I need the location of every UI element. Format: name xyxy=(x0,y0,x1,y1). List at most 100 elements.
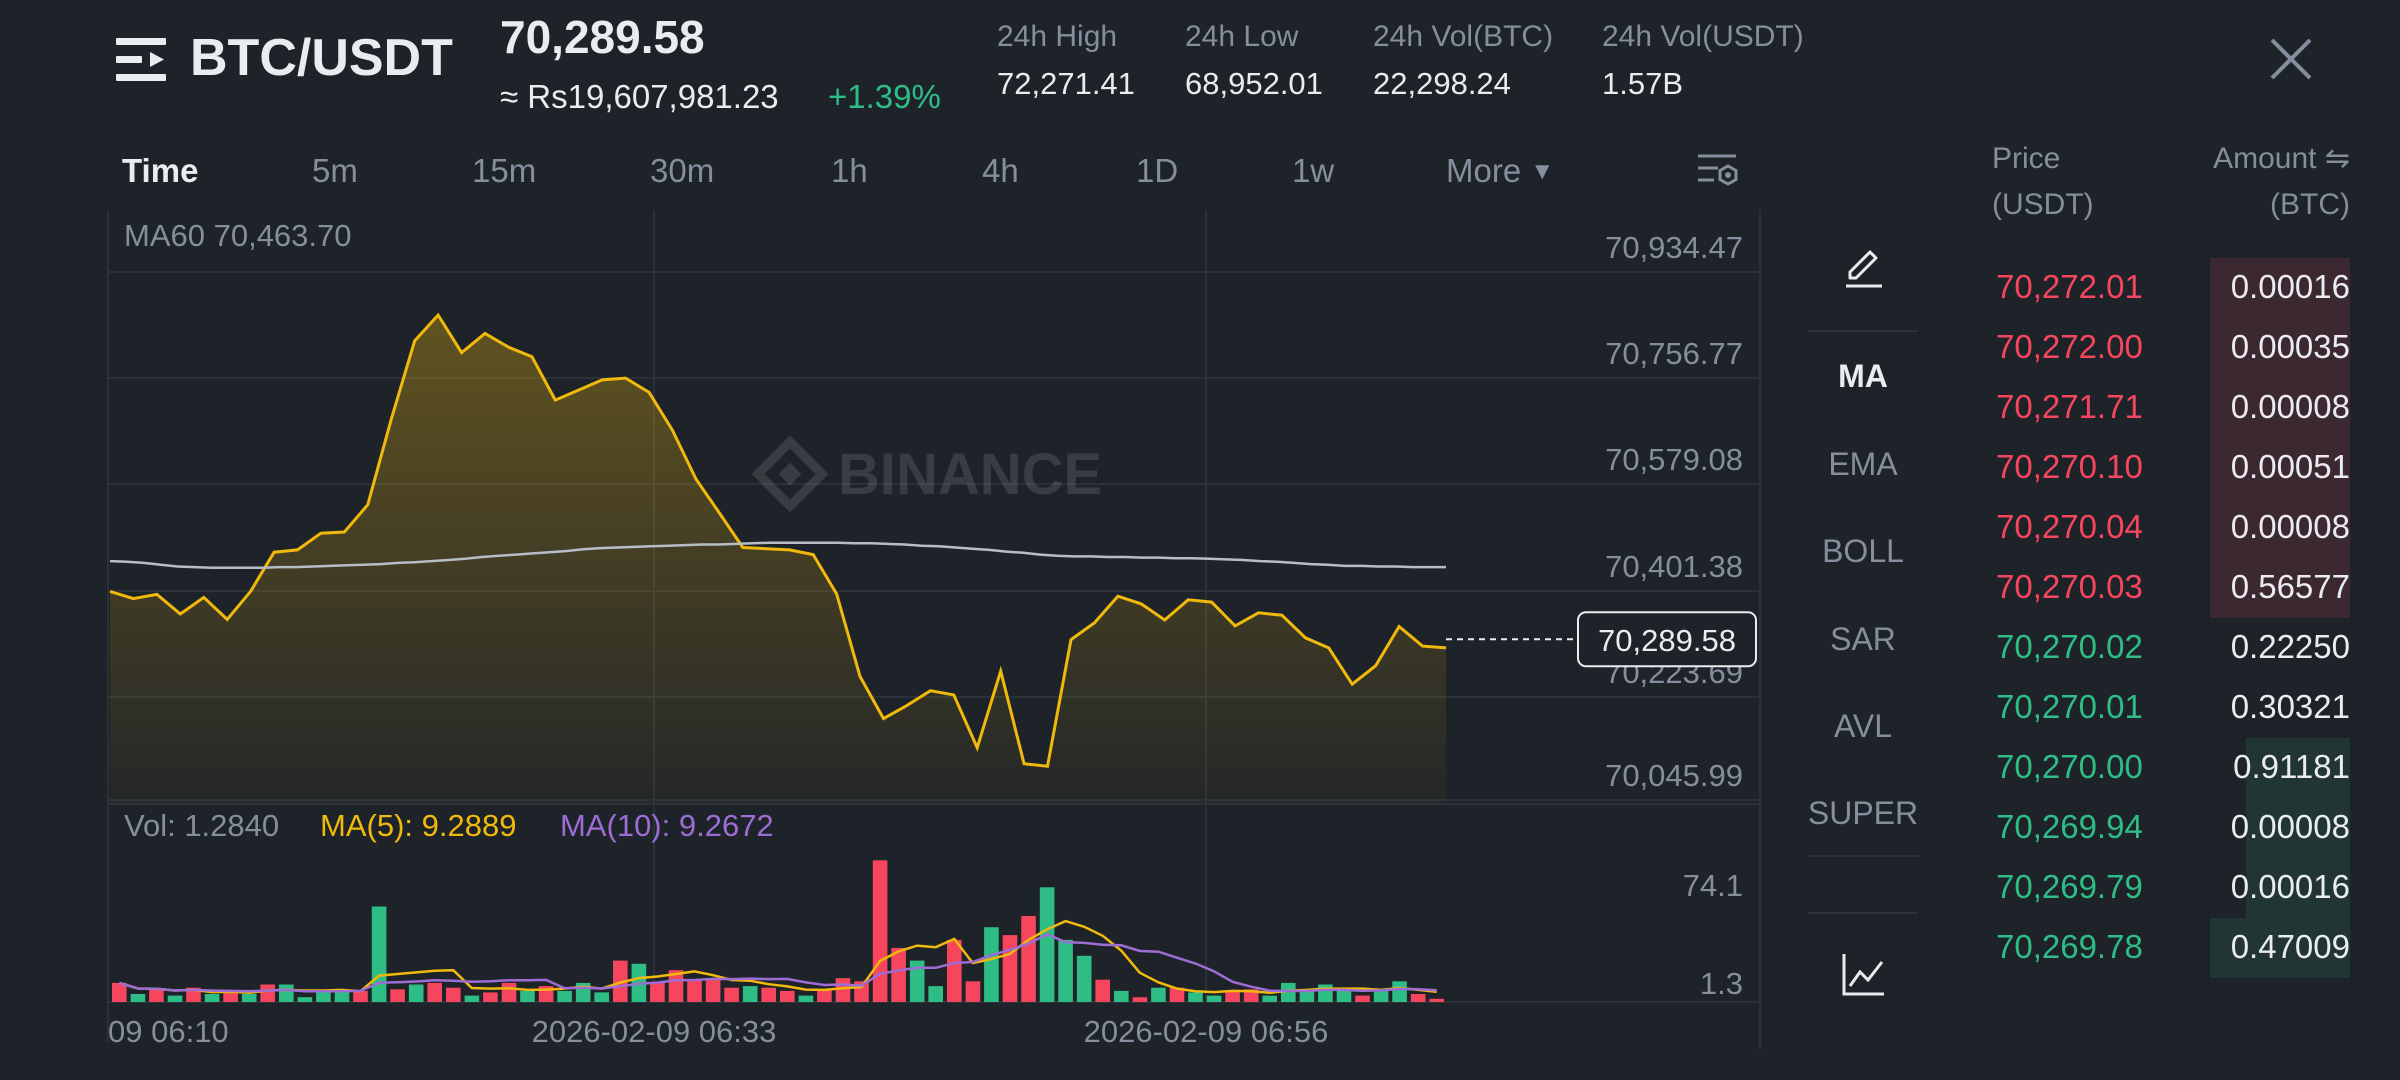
volume-bar xyxy=(668,970,684,1002)
volume-bar xyxy=(1095,979,1110,1002)
orderbook-amount: 0.47009 xyxy=(2230,928,2350,965)
orderbook-ask-row[interactable]: 70,272.00 0.00035 xyxy=(1990,318,2350,378)
tab-1d[interactable]: 1D xyxy=(1136,152,1179,189)
stat-24h-vol-usdt-value: 1.57B xyxy=(1602,66,1684,101)
volume-bar xyxy=(761,987,776,1002)
orderbook-ask-row[interactable]: 70,270.10 0.00051 xyxy=(1990,438,2350,498)
draw-pencil-icon[interactable] xyxy=(1842,246,1886,290)
depth-bar xyxy=(2209,498,2350,558)
indicator-boll[interactable]: BOLL xyxy=(1822,533,1904,569)
orderbook-bid-row[interactable]: 70,269.94 0.00008 xyxy=(1990,798,2350,858)
volume-bar xyxy=(1021,916,1036,1002)
volume-axis-tick: 1.3 xyxy=(1700,966,1743,1001)
time-axis-label: 2026-02-09 06:33 xyxy=(532,1014,777,1049)
volume-bar xyxy=(798,995,814,1002)
tab-30m[interactable]: 30m xyxy=(650,152,715,189)
chart-settings-icon[interactable] xyxy=(1696,150,1740,194)
tab-15m[interactable]: 15m xyxy=(472,152,537,189)
price-axis-tick: 70,045.99 xyxy=(1605,758,1743,793)
volume-bar xyxy=(1206,995,1222,1002)
volume-bar xyxy=(1076,955,1092,1002)
price-header-label: Price xyxy=(1992,142,2061,175)
orderbook-bid-row[interactable]: 70,270.01 0.30321 xyxy=(1990,678,2350,738)
orderbook-bid-row[interactable]: 70,269.79 0.00016 xyxy=(1990,858,2350,918)
orderbook-bid-row[interactable]: 70,270.02 0.22250 xyxy=(1990,618,2350,678)
tab-time[interactable]: Time xyxy=(122,152,199,189)
orderbook-amount-header[interactable]: Amount ⇋ (BTC) xyxy=(2150,136,2350,228)
volume-bar xyxy=(279,984,294,1002)
volume-bar xyxy=(947,939,962,1002)
orderbook-price: 70,270.10 xyxy=(1996,448,2143,485)
tab-1w[interactable]: 1w xyxy=(1292,152,1335,189)
pair-title[interactable]: BTC/USDT xyxy=(190,29,453,87)
volume-bar xyxy=(780,990,795,1002)
orderbook-amount: 0.00008 xyxy=(2230,808,2350,845)
volume-bar xyxy=(1002,935,1018,1002)
change-percent: +1.39% xyxy=(828,78,941,115)
volume-bar xyxy=(223,992,238,1002)
volume-bar xyxy=(1410,994,1426,1002)
orderbook-ask-row[interactable]: 70,271.71 0.00008 xyxy=(1990,378,2350,438)
volume-bar xyxy=(316,992,331,1002)
orderbook-bid-row[interactable]: 70,270.00 0.91181 xyxy=(1990,738,2350,798)
indicator-ema[interactable]: EMA xyxy=(1828,446,1898,482)
orderbook-bid-row[interactable]: 70,269.78 0.47009 xyxy=(1990,918,2350,978)
volume-bar xyxy=(297,997,313,1002)
last-price: 70,289.58 xyxy=(500,11,705,63)
volume-bar xyxy=(260,984,275,1002)
orderbook-price: 70,271.71 xyxy=(1996,388,2143,425)
orderbook-ask-row[interactable]: 70,272.01 0.00016 xyxy=(1990,258,2350,318)
volume-legend: Vol: 1.2840 xyxy=(124,808,280,843)
price-axis-tick: 70,579.08 xyxy=(1605,442,1743,477)
close-icon[interactable] xyxy=(2268,36,2314,82)
current-price-label: 70,289.58 xyxy=(1598,623,1736,658)
current-price-box xyxy=(1577,611,1757,668)
tab-more[interactable]: More ▼ xyxy=(1446,152,1554,190)
orderbook-price: 70,269.94 xyxy=(1996,808,2143,845)
indicator-ma[interactable]: MA xyxy=(1838,358,1888,394)
menu-icon[interactable] xyxy=(116,36,168,84)
orderbook-amount: 0.00016 xyxy=(2230,268,2350,305)
volume-bar xyxy=(483,992,498,1002)
volume-bar xyxy=(130,994,146,1002)
volume-bar xyxy=(427,982,442,1002)
volume-bar xyxy=(1114,990,1129,1002)
stat-24h-low-label: 24h Low xyxy=(1185,20,1299,53)
depth-bar xyxy=(2209,318,2350,378)
volume-bar xyxy=(1373,989,1389,1002)
volume-bar xyxy=(446,987,461,1002)
indicator-super[interactable]: SUPER xyxy=(1807,795,1919,831)
indicator-avl[interactable]: AVL xyxy=(1833,708,1893,744)
depth-bar xyxy=(2209,258,2350,318)
volume-bar xyxy=(1058,939,1073,1002)
volume-bar xyxy=(1262,995,1277,1002)
orderbook-ask-row[interactable]: 70,270.04 0.00008 xyxy=(1990,498,2350,558)
indicator-sar[interactable]: SAR xyxy=(1830,621,1896,657)
depth-bar xyxy=(2209,918,2350,978)
volume-ma10-line xyxy=(118,932,1437,993)
volume-bar xyxy=(1299,990,1315,1002)
volume-bar xyxy=(872,860,888,1002)
depth-bar xyxy=(2209,558,2350,618)
price-chart[interactable]: BINANCE 70,934.47 70,756.77 70,579.08 70,401… xyxy=(0,0,1780,1080)
time-axis-label: 09 06:10 xyxy=(108,1014,229,1049)
orderbook-price: 70,270.01 xyxy=(1996,688,2143,725)
volume-bar xyxy=(613,960,628,1002)
amount-header-unit: (BTC) xyxy=(2270,188,2350,221)
chart-indicator-icon[interactable] xyxy=(1840,950,1888,998)
volume-ma5-line xyxy=(118,919,1437,995)
volume-bar xyxy=(204,994,220,1002)
divider xyxy=(1808,912,1918,914)
tab-4h[interactable]: 4h xyxy=(982,152,1019,189)
orderbook-ask-row[interactable]: 70,270.03 0.56577 xyxy=(1990,558,2350,618)
tab-5m[interactable]: 5m xyxy=(312,152,358,189)
volume-bar xyxy=(594,992,609,1002)
time-axis-label: 2026-02-09 06:56 xyxy=(1084,1014,1329,1049)
volume-bar xyxy=(1225,990,1240,1002)
fiat-price: ≈ Rs19,607,981.23 xyxy=(500,78,779,115)
tab-1h[interactable]: 1h xyxy=(831,152,868,189)
volume-ma5-legend: MA(5): 9.2889 xyxy=(320,808,517,843)
orderbook-price: 70,270.03 xyxy=(1996,568,2143,605)
price-axis-tick: 70,401.38 xyxy=(1605,549,1743,584)
volume-bar xyxy=(353,990,368,1002)
